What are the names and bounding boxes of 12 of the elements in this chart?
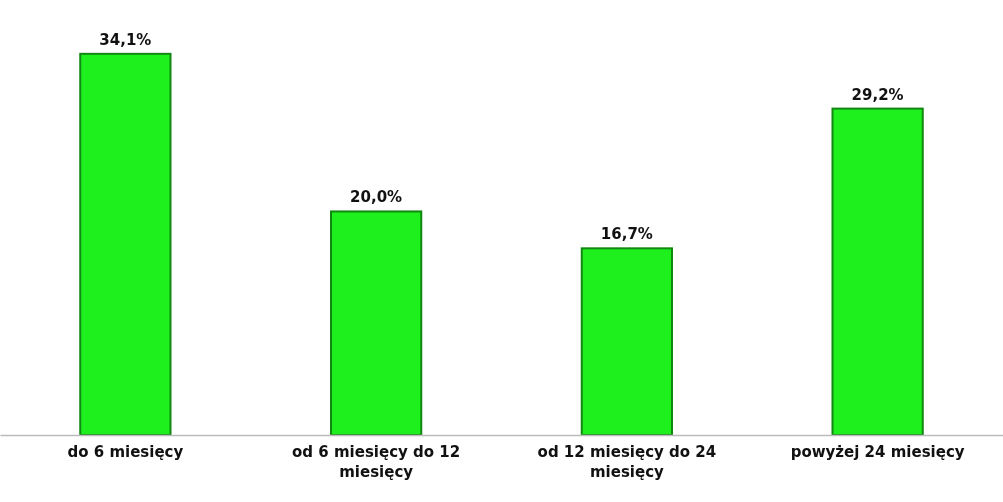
x-tick-label: powyżej 24 miesięcy [790, 443, 965, 461]
data-label: 29,2% [851, 85, 904, 104]
bar [79, 52, 172, 436]
x-tick-label: od 12 miesięcy do 24 miesięcy [537, 443, 717, 481]
data-label: 16,7% [600, 225, 653, 244]
bar [329, 210, 423, 436]
x-tick-label: do 6 miesięcy [67, 443, 184, 461]
bar [580, 247, 674, 436]
data-label: 20,0% [350, 188, 403, 207]
x-tick-label: od 6 miesięcy do 12 miesięcy [292, 443, 461, 481]
bar [831, 107, 924, 436]
data-label: 34,1% [99, 30, 152, 49]
